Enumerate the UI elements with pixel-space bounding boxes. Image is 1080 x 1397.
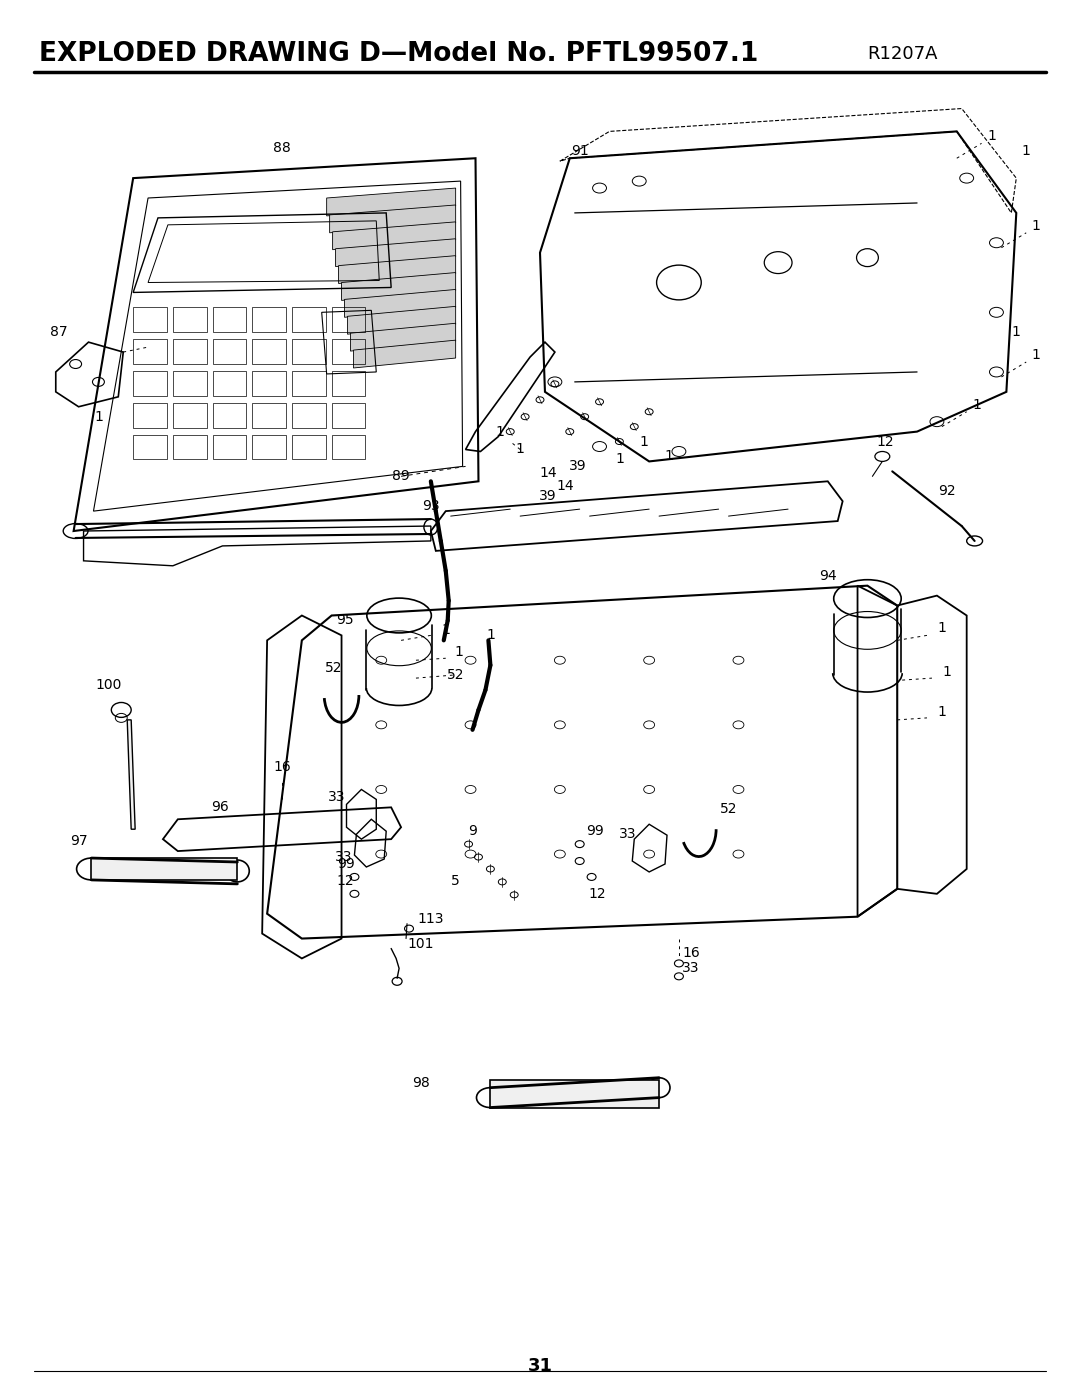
Text: 5: 5 — [451, 875, 460, 888]
Bar — [490, 1080, 659, 1108]
Text: 9: 9 — [468, 824, 477, 838]
Text: 100: 100 — [95, 678, 122, 692]
Text: 95: 95 — [336, 613, 353, 627]
Text: 39: 39 — [569, 460, 586, 474]
Text: 14: 14 — [539, 467, 557, 481]
Text: 1: 1 — [639, 434, 649, 448]
Text: 94: 94 — [819, 569, 837, 583]
Text: 97: 97 — [70, 834, 87, 848]
Text: 1: 1 — [496, 425, 504, 439]
Polygon shape — [348, 306, 456, 334]
Polygon shape — [338, 256, 456, 284]
Text: 113: 113 — [418, 912, 444, 926]
Text: 1: 1 — [1022, 144, 1030, 158]
Text: 1: 1 — [664, 450, 674, 464]
Polygon shape — [351, 323, 456, 351]
Text: 87: 87 — [50, 326, 68, 339]
Text: R1207A: R1207A — [867, 45, 937, 63]
Text: 31: 31 — [527, 1356, 553, 1375]
Text: 16: 16 — [273, 760, 291, 774]
Polygon shape — [345, 289, 456, 317]
Text: 93: 93 — [422, 499, 440, 513]
Text: 1: 1 — [615, 453, 624, 467]
Text: 1: 1 — [1031, 348, 1040, 362]
Text: 1: 1 — [94, 409, 103, 423]
Text: 52: 52 — [447, 668, 464, 682]
Polygon shape — [336, 239, 456, 267]
Text: 33: 33 — [328, 791, 346, 805]
Text: 12: 12 — [337, 875, 354, 888]
Text: 1: 1 — [1031, 219, 1040, 233]
Text: 1: 1 — [516, 443, 525, 457]
Text: 1: 1 — [943, 665, 951, 679]
Polygon shape — [353, 339, 456, 367]
Text: 12: 12 — [877, 434, 894, 448]
Text: 33: 33 — [335, 849, 352, 865]
Text: 1: 1 — [1012, 326, 1021, 339]
Text: 52: 52 — [325, 661, 342, 675]
Polygon shape — [341, 272, 456, 300]
Text: 52: 52 — [719, 802, 738, 816]
Text: 101: 101 — [407, 936, 434, 950]
Text: 88: 88 — [273, 141, 291, 155]
Polygon shape — [127, 719, 135, 830]
Text: 1: 1 — [455, 645, 463, 659]
Text: 91: 91 — [571, 144, 589, 158]
Text: 96: 96 — [212, 800, 229, 814]
Text: 33: 33 — [683, 961, 700, 975]
Text: 1: 1 — [972, 398, 981, 412]
Text: 99: 99 — [585, 824, 604, 838]
Bar — [92, 858, 238, 880]
Text: 39: 39 — [539, 489, 557, 503]
Text: EXPLODED DRAWING D—Model No. PFTL99507.1: EXPLODED DRAWING D—Model No. PFTL99507.1 — [39, 41, 758, 67]
Text: 1: 1 — [937, 622, 946, 636]
Text: 1: 1 — [486, 629, 495, 643]
Text: 1: 1 — [987, 130, 996, 144]
Polygon shape — [329, 205, 456, 233]
Text: 12: 12 — [589, 887, 606, 901]
Text: 14: 14 — [556, 479, 573, 493]
Text: 33: 33 — [619, 827, 636, 841]
Text: 99: 99 — [337, 856, 354, 870]
Text: 92: 92 — [939, 485, 956, 499]
Polygon shape — [326, 189, 456, 217]
Text: 1: 1 — [442, 623, 450, 637]
Text: 16: 16 — [681, 947, 700, 961]
Text: 89: 89 — [392, 469, 410, 483]
Polygon shape — [333, 222, 456, 250]
Text: 98: 98 — [413, 1076, 430, 1090]
Text: 1: 1 — [937, 705, 946, 719]
